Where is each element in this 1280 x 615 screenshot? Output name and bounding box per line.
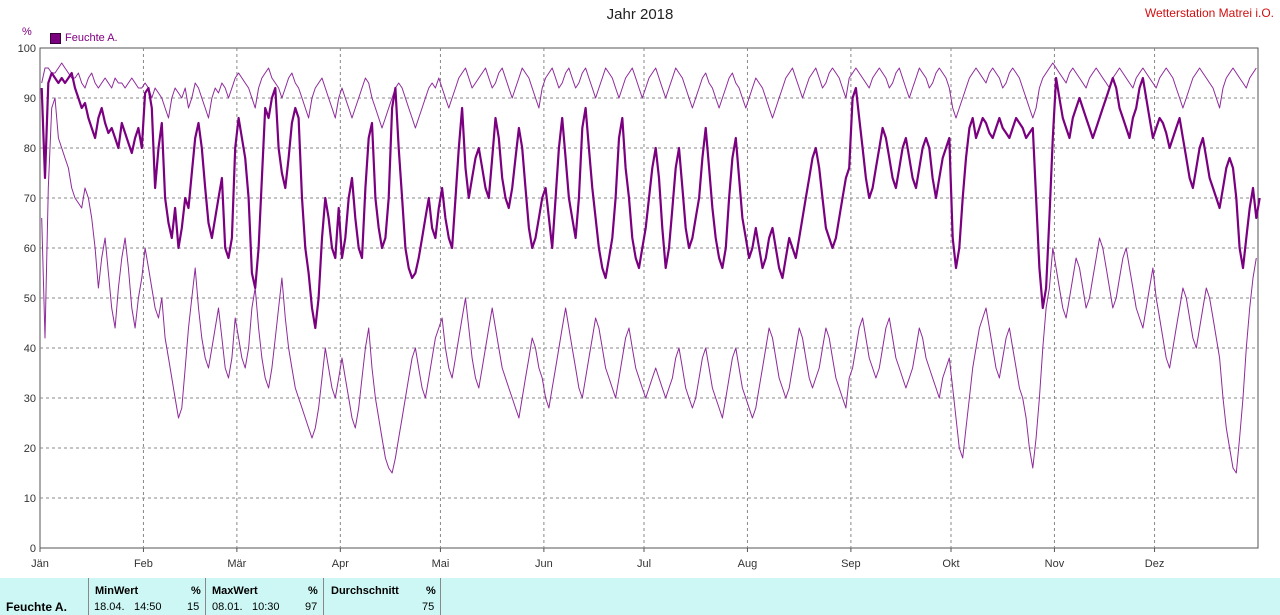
y-tick-label: 60	[24, 243, 36, 255]
series-layer	[40, 62, 1261, 474]
x-tick-label: Feb	[134, 558, 153, 570]
stats-max-time: 10:30	[252, 601, 280, 613]
stats-max-value: 97	[305, 601, 318, 613]
stats-end-divider	[440, 578, 442, 615]
y-tick-label: 90	[24, 93, 36, 105]
y-tick-label: 20	[24, 443, 36, 455]
y-tick-label: 70	[24, 193, 36, 205]
legend-swatch	[50, 32, 61, 44]
y-tick-label: 40	[24, 343, 36, 355]
stats-min-unit: %	[191, 585, 201, 597]
x-tick-label: Apr	[332, 558, 349, 570]
x-tick-label: Mai	[432, 558, 450, 570]
stats-avg-cell: Durchschnitt % 75	[323, 578, 440, 615]
station-name: Wetterstation Matrei i.O.	[1144, 6, 1274, 20]
stats-min-date: 18.04.	[94, 601, 125, 613]
x-tick-label: Nov	[1045, 558, 1065, 570]
stats-avg-header: Durchschnitt	[331, 585, 399, 597]
grid-layer	[39, 47, 1259, 549]
series-line-daily-max	[41, 62, 1257, 129]
stats-max-header: MaxWert	[212, 585, 258, 597]
x-tick-label: Jul	[637, 558, 651, 570]
x-tick-label: Jän	[31, 558, 49, 570]
stats-min-cell: MinWert % 18.04. 14:50 15	[88, 578, 205, 615]
stats-row-label: Feuchte A.	[6, 600, 67, 614]
y-tick-label: 0	[30, 543, 36, 555]
y-tick-label: 10	[24, 493, 36, 505]
x-tick-label: Jun	[535, 558, 553, 570]
stats-max-unit: %	[308, 585, 318, 597]
legend: Feuchte A.	[50, 32, 118, 44]
stats-avg-unit: %	[426, 585, 436, 597]
legend-label: Feuchte A.	[65, 32, 118, 44]
y-tick-label: 50	[24, 293, 36, 305]
stats-footer: Feuchte A. MinWert % 18.04. 14:50 15 Max…	[0, 578, 1280, 615]
y-tick-label: 80	[24, 143, 36, 155]
stats-min-value: 15	[187, 601, 200, 613]
stats-max-cell: MaxWert % 08.01. 10:30 97	[205, 578, 323, 615]
x-tick-label: Aug	[738, 558, 758, 570]
chart-area: 0 10 20 30 40 50 60 70 80 90 100 Jän Feb Mär Apr Mai Jun…	[18, 43, 1261, 570]
x-tick-label: Sep	[841, 558, 861, 570]
y-tick-label: 100	[18, 43, 36, 55]
series-line-daily-min	[41, 97, 1257, 474]
stats-avg-value: 75	[422, 601, 435, 613]
stats-min-time: 14:50	[134, 601, 162, 613]
x-tick-label: Dez	[1145, 558, 1165, 570]
series-line-daily-mean	[40, 71, 1261, 330]
y-tick-label: 30	[24, 393, 36, 405]
axis-layer: 0 10 20 30 40 50 60 70 80 90 100 Jän Feb Mär Apr Mai Jun…	[18, 43, 1165, 570]
chart-title: Jahr 2018	[606, 6, 674, 23]
stats-max-date: 08.01.	[212, 601, 243, 613]
y-axis-unit: %	[22, 26, 32, 38]
x-tick-label: Mär	[227, 558, 246, 570]
x-tick-label: Okt	[942, 558, 959, 570]
stats-min-header: MinWert	[95, 585, 139, 597]
